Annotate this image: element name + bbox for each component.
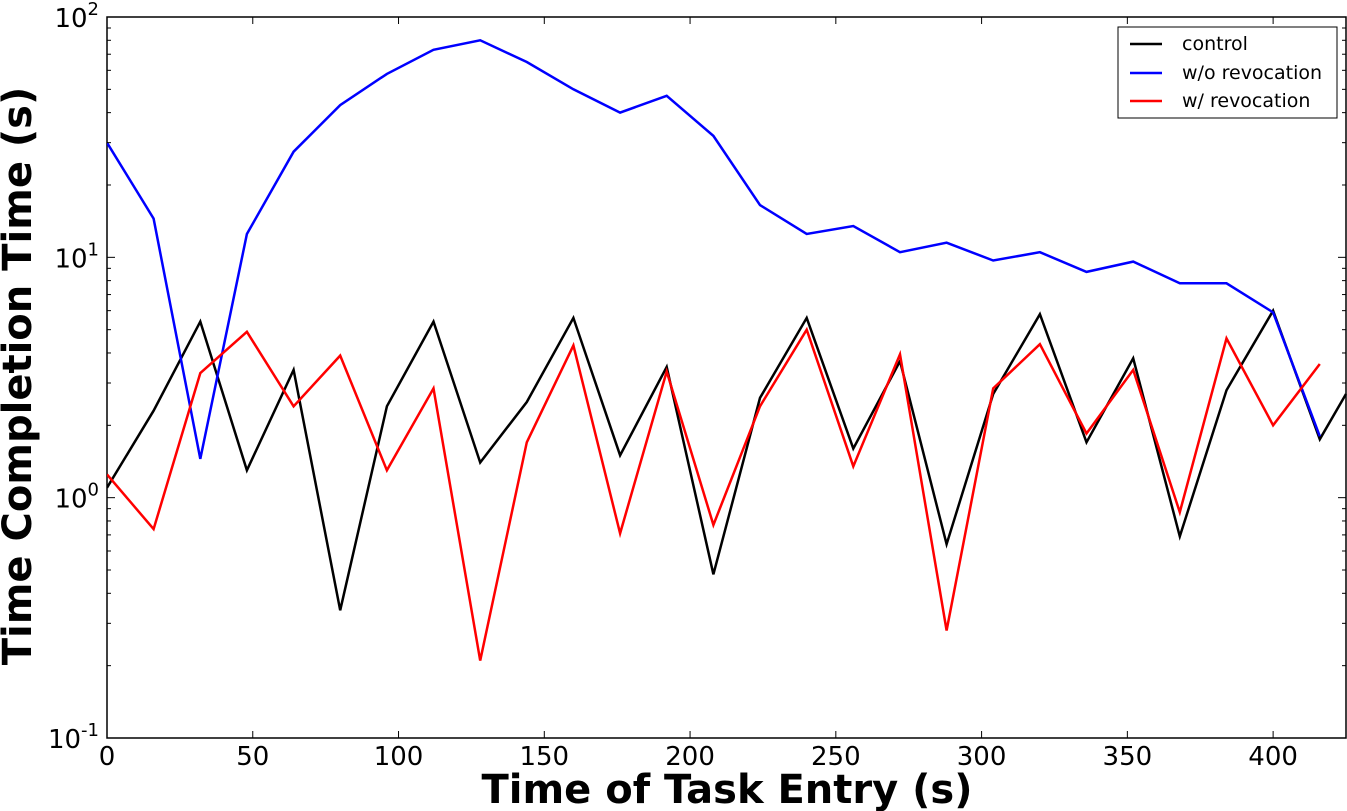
legend-label-wo-revocation: w/o revocation (1182, 62, 1322, 84)
x-tick-label: 350 (1103, 742, 1153, 772)
x-axis: 0 50 100 150 200 250 300 350 400 (99, 17, 1298, 772)
x-tick-label: 50 (236, 742, 269, 772)
y-axis: 10-1 100 101 102 (48, 0, 1346, 755)
series-layer (107, 38, 1347, 661)
x-tick-label: 400 (1248, 742, 1298, 772)
x-tick-label: 150 (519, 742, 569, 772)
x-tick-label: 200 (665, 742, 715, 772)
legend-label-w-revocation: w/ revocation (1182, 90, 1310, 112)
series-line-w-o-revocation (107, 38, 1321, 460)
y-tick-label: 100 (54, 480, 99, 515)
x-axis-title: Time of Task Entry (s) (481, 767, 972, 811)
x-tick-label: 250 (811, 742, 861, 772)
legend-label-control: control (1182, 33, 1248, 55)
plot-area (106, 16, 1347, 739)
x-tick-label: 0 (99, 742, 116, 772)
x-tick-label: 100 (374, 742, 424, 772)
legend: control w/o revocation w/ revocation (1117, 26, 1338, 119)
series-line-w-revocation (107, 326, 1321, 661)
y-tick-label: 101 (54, 239, 99, 274)
x-tick-label: 300 (957, 742, 1007, 772)
y-tick-label: 10-1 (48, 720, 99, 755)
y-tick-label: 102 (54, 0, 99, 34)
y-axis-title: Time Completion Time (s) (0, 87, 41, 666)
series-line-control (107, 307, 1347, 611)
